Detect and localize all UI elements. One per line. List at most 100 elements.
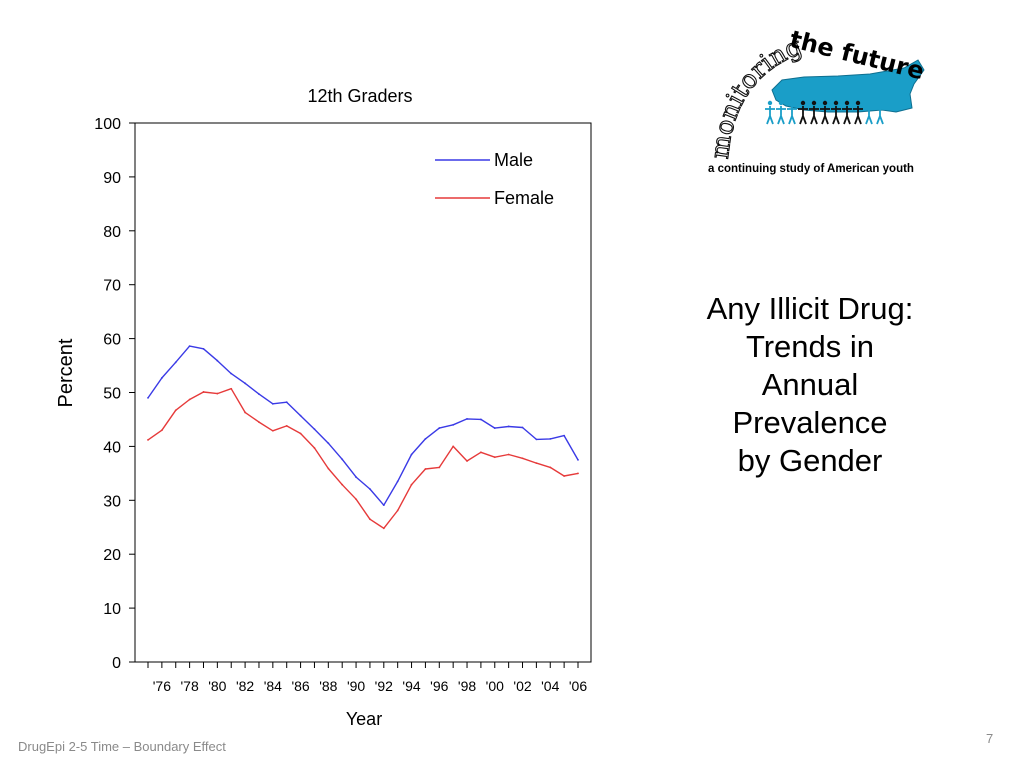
x-axis-label: Year — [346, 709, 382, 729]
chart-title: 12th Graders — [307, 86, 412, 106]
data-point-male — [396, 480, 399, 483]
series-line-male — [147, 345, 579, 506]
y-tick-label: 30 — [103, 493, 121, 510]
data-point-male — [216, 359, 219, 362]
data-point-male — [313, 428, 316, 431]
data-point-female — [438, 466, 441, 469]
data-point-male — [369, 488, 371, 490]
x-tick-label: '00 — [486, 678, 504, 694]
legend-label-male: Male — [494, 150, 533, 170]
x-tick-label: '86 — [291, 678, 309, 694]
data-point-female — [341, 483, 344, 486]
person-figure-head — [789, 100, 795, 106]
x-tick-label: '88 — [319, 678, 337, 694]
data-point-male — [327, 442, 330, 445]
data-point-male — [341, 458, 344, 461]
data-point-female — [285, 425, 288, 427]
data-point-male — [271, 402, 274, 405]
data-point-female — [369, 518, 371, 521]
data-point-female — [480, 451, 482, 454]
slide-title-line: Trends in — [745, 329, 875, 364]
data-point-male — [299, 414, 302, 417]
person-figure-body — [787, 106, 797, 125]
slide-footer: DrugEpi 2-5 Time – Boundary Effect — [18, 739, 226, 754]
x-tick-label: '06 — [569, 678, 587, 694]
y-tick-label: 50 — [103, 386, 121, 403]
person-figure-body — [864, 106, 874, 125]
data-point-female — [327, 467, 330, 470]
data-point-male — [493, 427, 496, 429]
data-point-male — [410, 453, 413, 456]
logo-tagline: a continuing study of American youth — [708, 163, 914, 175]
x-tick-label: '78 — [180, 678, 198, 694]
x-tick-label: '92 — [375, 678, 393, 694]
x-tick-label: '80 — [208, 678, 226, 694]
legend-label-female: Female — [494, 188, 554, 208]
data-point-female — [188, 398, 191, 401]
data-point-male — [466, 418, 468, 420]
slide-title: Any Illicit Drug: Trends in Annual Preva… — [660, 290, 960, 480]
data-point-female — [452, 445, 455, 448]
x-tick-label: '96 — [430, 678, 448, 694]
data-point-male — [382, 504, 385, 507]
person-figure-body — [842, 106, 852, 125]
person-figure-head — [844, 100, 850, 106]
data-point-female — [507, 453, 510, 456]
data-point-female — [493, 456, 496, 459]
person-figure-body — [765, 106, 775, 125]
data-point-male — [438, 427, 441, 429]
slide-title-line: Any Illicit Drug: — [706, 291, 914, 326]
data-point-female — [466, 460, 468, 462]
data-point-female — [147, 439, 149, 441]
person-figure-head — [822, 100, 828, 106]
y-tick-label: 0 — [112, 655, 121, 672]
data-point-female — [244, 411, 246, 414]
slide-title-line: Prevalence — [732, 405, 888, 440]
data-point-male — [258, 393, 260, 396]
person-figure-head — [855, 100, 861, 106]
y-tick-label: 20 — [103, 547, 121, 564]
person-figure-head — [800, 100, 806, 106]
data-point-male — [535, 438, 538, 441]
x-tick-label: '94 — [402, 678, 420, 694]
series-line-female — [147, 388, 579, 529]
data-point-male — [507, 425, 510, 428]
data-point-male — [549, 437, 552, 440]
data-point-female — [174, 409, 177, 412]
data-point-female — [230, 387, 233, 390]
x-tick-label: '04 — [541, 678, 559, 694]
person-figure-body — [809, 106, 819, 125]
y-tick-label: 60 — [103, 332, 121, 349]
person-figure-head — [833, 100, 839, 106]
data-point-female — [535, 462, 538, 465]
line-chart: 0 10 20 30 40 50 60 70 80 90 100 '76 '78 '80 '82 '84 '86… — [55, 86, 592, 729]
data-point-female — [549, 466, 552, 469]
y-tick-label: 100 — [94, 116, 121, 133]
person-figure-body — [853, 106, 863, 125]
data-point-female — [563, 475, 566, 477]
data-point-female — [410, 483, 413, 486]
data-point-male — [577, 458, 579, 461]
page-number: 7 — [986, 731, 994, 746]
data-point-female — [202, 391, 205, 393]
person-figure-head — [877, 100, 883, 106]
data-point-male — [521, 426, 524, 429]
data-point-male — [160, 377, 163, 379]
data-point-male — [285, 401, 288, 404]
x-tick-label: '76 — [153, 678, 171, 694]
y-tick-label: 10 — [103, 601, 121, 618]
data-point-male — [563, 434, 566, 437]
x-tick-label: '82 — [236, 678, 254, 694]
person-figure-body — [831, 106, 841, 125]
data-point-female — [382, 527, 385, 530]
data-point-female — [577, 472, 579, 475]
slide-title-line: by Gender — [737, 443, 883, 478]
person-figure-body — [820, 106, 830, 125]
x-tick-label: '98 — [458, 678, 476, 694]
data-point-male — [480, 418, 482, 421]
person-figure-head — [767, 100, 773, 106]
monitoring-the-future-logo: monitoring the future a continuing study… — [704, 25, 958, 180]
person-figure-body — [798, 106, 808, 125]
person-figure-head — [866, 100, 872, 106]
data-point-female — [271, 429, 274, 432]
